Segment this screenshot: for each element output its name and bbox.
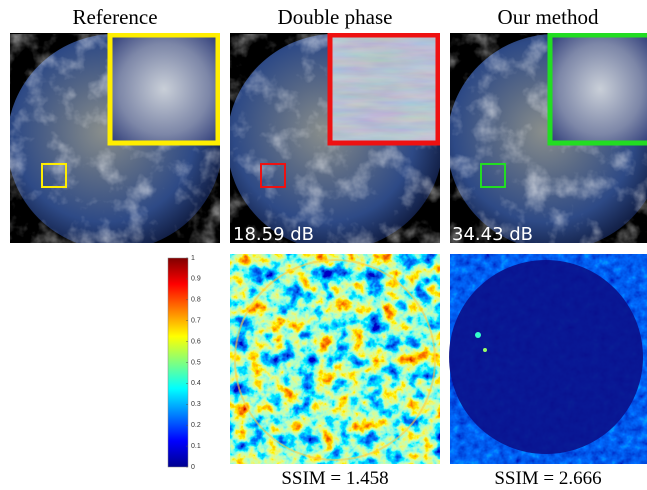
colorbar-tick-label: 0.5	[191, 359, 201, 366]
double-phase-error-map	[230, 254, 440, 464]
colorbar-tick-label: 0.8	[191, 297, 201, 304]
figure: Reference Double phase Our method 18.59 …	[0, 0, 647, 490]
ssim-caption: SSIM = 1.458	[281, 468, 388, 489]
panel-title: Reference	[72, 5, 157, 29]
colorbar-tick-label: 0.3	[191, 401, 201, 408]
our-method-error-map	[449, 254, 647, 464]
colorbar	[168, 258, 188, 467]
panel-title: Our method	[498, 5, 599, 29]
double-phase-image: 18.59 dB	[227, 33, 443, 250]
our-method-image: 34.43 dB	[447, 33, 647, 250]
psnr-label: 18.59 dB	[233, 224, 314, 245]
ssim-caption: SSIM = 2.666	[494, 468, 601, 489]
reference-image	[7, 33, 223, 250]
colorbar-tick-label: 0.7	[191, 318, 201, 325]
colorbar-tick-label: 0	[191, 464, 195, 471]
colorbar-tick-label: 0.2	[191, 422, 201, 429]
colorbar-tick-label: 1	[191, 255, 195, 262]
colorbar-tick-label: 0.9	[191, 276, 201, 283]
colorbar-tick-label: 0.4	[191, 380, 201, 387]
psnr-label: 34.43 dB	[452, 224, 533, 245]
colorbar-tick-label: 0.6	[191, 338, 201, 345]
panel-title: Double phase	[278, 5, 393, 29]
colorbar-tick-label: 0.1	[191, 443, 201, 450]
